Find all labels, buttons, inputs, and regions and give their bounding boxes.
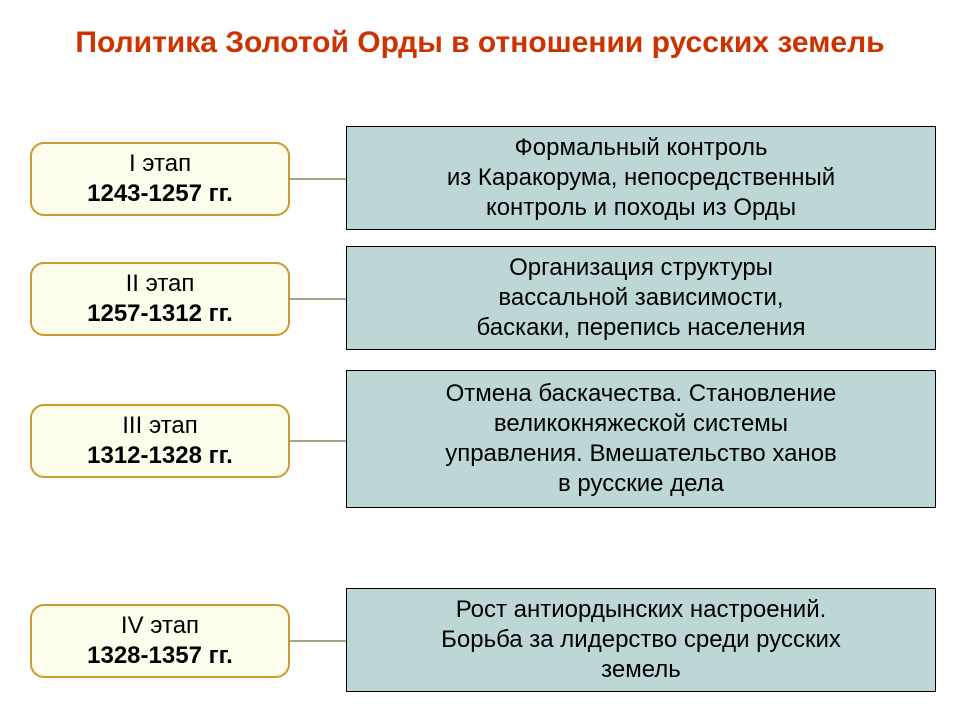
connector-2 xyxy=(290,298,346,300)
desc-box-1: Формальный контрольиз Каракорума, непоср… xyxy=(346,126,936,230)
desc-box-4: Рост антиордынских настроений.Борьба за … xyxy=(346,588,936,692)
desc-box-3: Отмена баскачества. Становлениевеликокня… xyxy=(346,370,936,508)
stage-label: IV этап xyxy=(121,611,199,641)
diagram-title: Политика Золотой Орды в отношении русски… xyxy=(0,24,960,62)
stage-box-2: II этап 1257-1312 гг. xyxy=(30,262,290,336)
desc-text: Организация структурывассальной зависимо… xyxy=(477,253,806,343)
stage-label: II этап xyxy=(126,269,195,299)
stage-dates: 1328-1357 гг. xyxy=(87,641,233,671)
desc-text: Рост антиордынских настроений.Борьба за … xyxy=(441,595,841,685)
desc-text: Формальный контрольиз Каракорума, непоср… xyxy=(447,133,835,223)
stage-dates: 1257-1312 гг. xyxy=(87,299,233,329)
stage-label: I этап xyxy=(129,149,191,179)
stage-dates: 1243-1257 гг. xyxy=(87,179,233,209)
stage-box-4: IV этап 1328-1357 гг. xyxy=(30,604,290,678)
desc-box-2: Организация структурывассальной зависимо… xyxy=(346,246,936,350)
connector-1 xyxy=(290,178,346,180)
stage-box-1: I этап 1243-1257 гг. xyxy=(30,142,290,216)
connector-4 xyxy=(290,640,346,642)
desc-text: Отмена баскачества. Становлениевеликокня… xyxy=(445,379,837,499)
connector-3 xyxy=(290,440,346,442)
stage-label: III этап xyxy=(122,411,197,441)
stage-box-3: III этап 1312-1328 гг. xyxy=(30,404,290,478)
stage-dates: 1312-1328 гг. xyxy=(87,441,233,471)
